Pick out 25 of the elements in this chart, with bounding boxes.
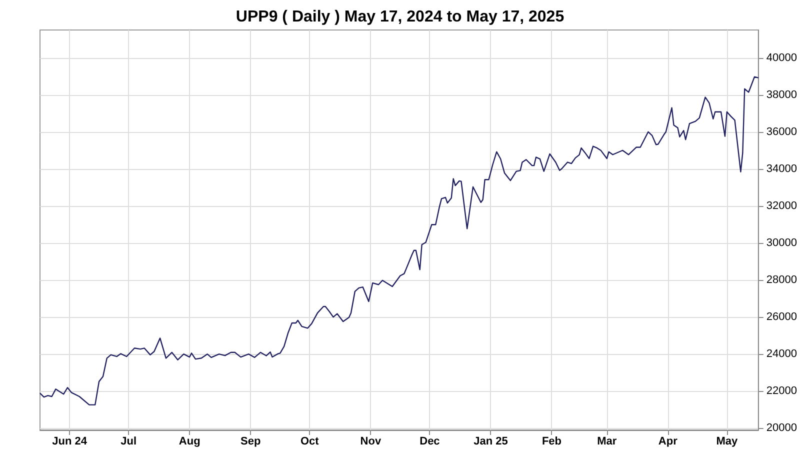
x-tick-label: Sep — [240, 436, 261, 448]
x-tick-label: Jun 24 — [52, 436, 88, 448]
y-tick-label: 22000 — [766, 385, 798, 398]
y-tick-label: 26000 — [766, 311, 798, 324]
y-tick-label: 28000 — [766, 274, 798, 286]
y-tick-label: 36000 — [766, 126, 798, 138]
y-tick-label: 32000 — [766, 200, 798, 212]
y-tick-label: 40000 — [766, 52, 798, 64]
x-tick-label: Mar — [597, 436, 618, 448]
y-tick-label: 30000 — [766, 236, 798, 249]
x-tick-label: Oct — [300, 436, 320, 448]
chart-title: UPP9 ( Daily ) May 17, 2024 to May 17, 2025 — [236, 8, 564, 26]
x-tick-label: Dec — [420, 436, 440, 448]
x-tick-label: Feb — [542, 436, 562, 448]
x-tick-label: Nov — [360, 436, 382, 448]
y-tick-label: 24000 — [766, 348, 798, 360]
y-tick-label: 38000 — [766, 88, 798, 101]
x-tick-label: Jan 25 — [474, 436, 508, 448]
y-tick-label: 34000 — [766, 162, 798, 175]
x-tick-label: Aug — [178, 436, 200, 448]
line-series — [39, 76, 760, 406]
x-tick-label: Jul — [120, 436, 137, 448]
x-tick-label: Apr — [658, 436, 678, 448]
x-tick-label: May — [716, 436, 738, 448]
y-tick-label: 20000 — [766, 422, 798, 434]
